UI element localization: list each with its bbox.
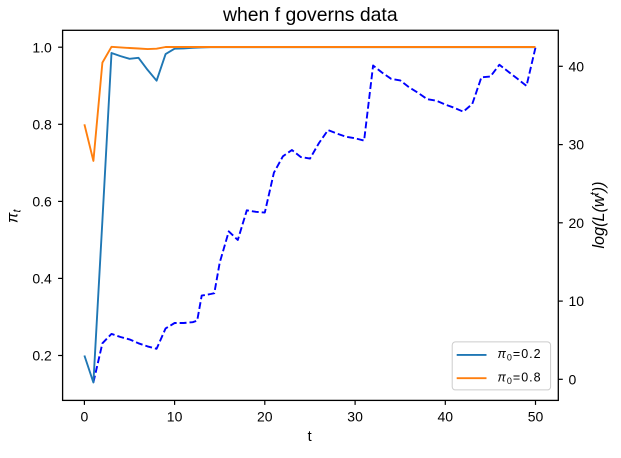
svg-text:0: 0 <box>569 371 577 387</box>
svg-text:30: 30 <box>347 408 363 424</box>
svg-text:50: 50 <box>528 408 544 424</box>
svg-text:π0=0.2: π0=0.2 <box>498 347 542 363</box>
svg-text:0.6: 0.6 <box>32 194 52 210</box>
svg-text:π0=0.8: π0=0.8 <box>498 371 542 387</box>
svg-text:20: 20 <box>257 408 273 424</box>
svg-text:1.0: 1.0 <box>32 39 52 55</box>
svg-text:when f governs data: when f governs data <box>222 4 398 26</box>
svg-text:0: 0 <box>81 408 89 424</box>
svg-text:0.2: 0.2 <box>32 348 52 364</box>
svg-text:10: 10 <box>569 293 585 309</box>
svg-text:log(L(wt)): log(L(wt)) <box>589 181 608 248</box>
svg-text:20: 20 <box>569 215 585 231</box>
svg-text:t: t <box>308 429 312 445</box>
svg-text:40: 40 <box>569 58 585 74</box>
svg-text:10: 10 <box>167 408 183 424</box>
svg-text:0.8: 0.8 <box>32 116 52 132</box>
svg-text:0.4: 0.4 <box>32 271 52 287</box>
svg-text:30: 30 <box>569 137 585 153</box>
svg-text:40: 40 <box>438 408 454 424</box>
